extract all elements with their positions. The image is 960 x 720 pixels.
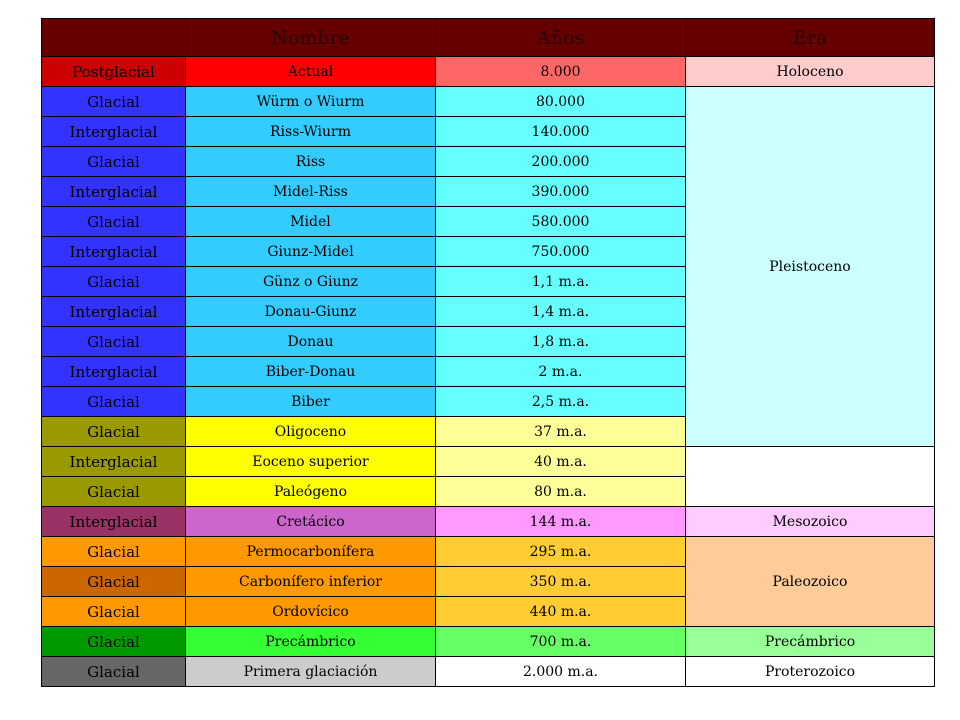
years-cell: 140.000 xyxy=(435,116,686,147)
era-cell: Proterozoico xyxy=(685,656,935,687)
table-row: Postglacial Actual 8.000 Holoceno xyxy=(41,56,935,87)
glaciation-type-cell: Interglacial xyxy=(41,506,186,537)
glaciation-name-cell: Midel xyxy=(185,206,436,237)
table-row: Glacial Midel 580.000 xyxy=(41,206,935,237)
table-row: Interglacial Cretácico 144 m.a. Mesozoico xyxy=(41,506,935,537)
glaciation-type-cell: Interglacial xyxy=(41,176,186,207)
table-row: Glacial Würm o Wiurm 80.000 Pleistoceno xyxy=(41,86,935,447)
glaciation-name-cell: Ordovícico xyxy=(185,596,436,627)
years-cell: 8.000 xyxy=(435,56,686,87)
glaciation-name-cell: Oligoceno xyxy=(185,416,436,447)
table-row: Glacial Primera glaciación 2.000 m.a. Prote… xyxy=(41,656,935,687)
glaciation-type-cell: Glacial xyxy=(41,86,186,117)
table-row: Glacial Precámbrico 700 m.a. Precámbrico xyxy=(41,626,935,657)
years-cell: 40 m.a. xyxy=(435,446,686,477)
glaciation-type-cell: Postglacial xyxy=(41,56,186,87)
header-name: Nombre xyxy=(185,18,436,57)
years-cell: 295 m.a. xyxy=(435,536,686,567)
glaciation-name-cell: Midel-Riss xyxy=(185,176,436,207)
glaciation-name-cell: Carbonífero inferior xyxy=(185,566,436,597)
glaciation-type-cell: Interglacial xyxy=(41,296,186,327)
years-cell: 2 m.a. xyxy=(435,356,686,387)
glaciation-type-cell: Glacial xyxy=(41,266,186,297)
glaciation-name-cell: Biber-Donau xyxy=(185,356,436,387)
glaciation-name-cell: Primera glaciación xyxy=(185,656,436,687)
glaciation-type-cell: Glacial xyxy=(41,386,186,417)
glaciation-name-cell: Giunz-Midel xyxy=(185,236,436,267)
header-era: Era xyxy=(685,18,935,57)
glaciation-name-cell: Günz o Giunz xyxy=(185,266,436,297)
years-cell: 580.000 xyxy=(435,206,686,237)
glaciation-name-cell: Würm o Wiurm xyxy=(185,86,436,117)
years-cell: 80.000 xyxy=(435,86,686,117)
table-row: Interglacial Giunz-Midel 750.000 xyxy=(41,236,935,267)
glaciation-name-cell: Donau-Giunz xyxy=(185,296,436,327)
glaciation-type-cell: Glacial xyxy=(41,476,186,507)
glaciation-name-cell: Eoceno superior xyxy=(185,446,436,477)
glaciation-type-cell: Interglacial xyxy=(41,356,186,387)
table-row: Glacial Biber 2,5 m.a. xyxy=(41,386,935,417)
table-row: Interglacial Donau-Giunz 1,4 m.a. xyxy=(41,296,935,327)
years-cell: 144 m.a. xyxy=(435,506,686,537)
years-cell: 390.000 xyxy=(435,176,686,207)
years-cell: 200.000 xyxy=(435,146,686,177)
header-type xyxy=(41,18,186,57)
era-cell: Paleozoico xyxy=(685,536,935,627)
table-row: Glacial Donau 1,8 m.a. xyxy=(41,326,935,357)
years-cell: 1,1 m.a. xyxy=(435,266,686,297)
glaciation-type-cell: Glacial xyxy=(41,566,186,597)
years-cell: 1,4 m.a. xyxy=(435,296,686,327)
years-cell: 2.000 m.a. xyxy=(435,656,686,687)
years-cell: 2,5 m.a. xyxy=(435,386,686,417)
header-years: Años xyxy=(435,18,686,57)
table-row: Interglacial Riss-Wiurm 140.000 xyxy=(41,116,935,147)
glaciation-name-cell: Cretácico xyxy=(185,506,436,537)
table-row: Glacial Paleógeno 80 m.a. xyxy=(41,476,935,507)
years-cell: 700 m.a. xyxy=(435,626,686,657)
table-row: Interglacial Biber-Donau 2 m.a. xyxy=(41,356,935,387)
years-cell: 1,8 m.a. xyxy=(435,326,686,357)
years-cell: 750.000 xyxy=(435,236,686,267)
years-cell: 37 m.a. xyxy=(435,416,686,447)
glaciation-name-cell: Donau xyxy=(185,326,436,357)
table-row: Glacial Carbonífero inferior 350 m.a. xyxy=(41,566,935,597)
table-row: Glacial Permocarbonífera 295 m.a. Paleozoic… xyxy=(41,536,935,627)
glaciation-type-cell: Glacial xyxy=(41,596,186,627)
glaciation-name-cell: Paleógeno xyxy=(185,476,436,507)
glaciation-type-cell: Interglacial xyxy=(41,446,186,477)
years-cell: 80 m.a. xyxy=(435,476,686,507)
header-row: Nombre Años Era xyxy=(41,18,935,57)
glaciation-name-cell: Permocarbonífera xyxy=(185,536,436,567)
glaciation-name-cell: Biber xyxy=(185,386,436,417)
era-cell: Mesozoico xyxy=(685,506,935,537)
era-cell: Pleistoceno xyxy=(685,86,935,447)
table-row: Interglacial Midel-Riss 390.000 xyxy=(41,176,935,207)
years-cell: 350 m.a. xyxy=(435,566,686,597)
glaciation-type-cell: Glacial xyxy=(41,626,186,657)
glaciation-type-cell: Interglacial xyxy=(41,236,186,267)
era-cell: Holoceno xyxy=(685,56,935,87)
table-row: Interglacial Eoceno superior 40 m.a. xyxy=(41,446,935,477)
glaciation-name-cell: Riss xyxy=(185,146,436,177)
table-row: Glacial Riss 200.000 xyxy=(41,146,935,177)
era-cell: Precámbrico xyxy=(685,626,935,657)
glaciation-type-cell: Glacial xyxy=(41,206,186,237)
table-body: Postglacial Actual 8.000 Holoceno Glacial Wür… xyxy=(41,56,935,687)
glaciations-table: Nombre Años Era Postglacial Actual 8.000 Ho… xyxy=(41,18,935,687)
glaciation-name-cell: Riss-Wiurm xyxy=(185,116,436,147)
glaciation-name-cell: Actual xyxy=(185,56,436,87)
glaciation-type-cell: Glacial xyxy=(41,536,186,567)
glaciation-type-cell: Interglacial xyxy=(41,116,186,147)
glaciation-type-cell: Glacial xyxy=(41,416,186,447)
glaciation-type-cell: Glacial xyxy=(41,146,186,177)
years-cell: 440 m.a. xyxy=(435,596,686,627)
glaciation-name-cell: Precámbrico xyxy=(185,626,436,657)
glaciation-type-cell: Glacial xyxy=(41,326,186,357)
glaciation-type-cell: Glacial xyxy=(41,656,186,687)
